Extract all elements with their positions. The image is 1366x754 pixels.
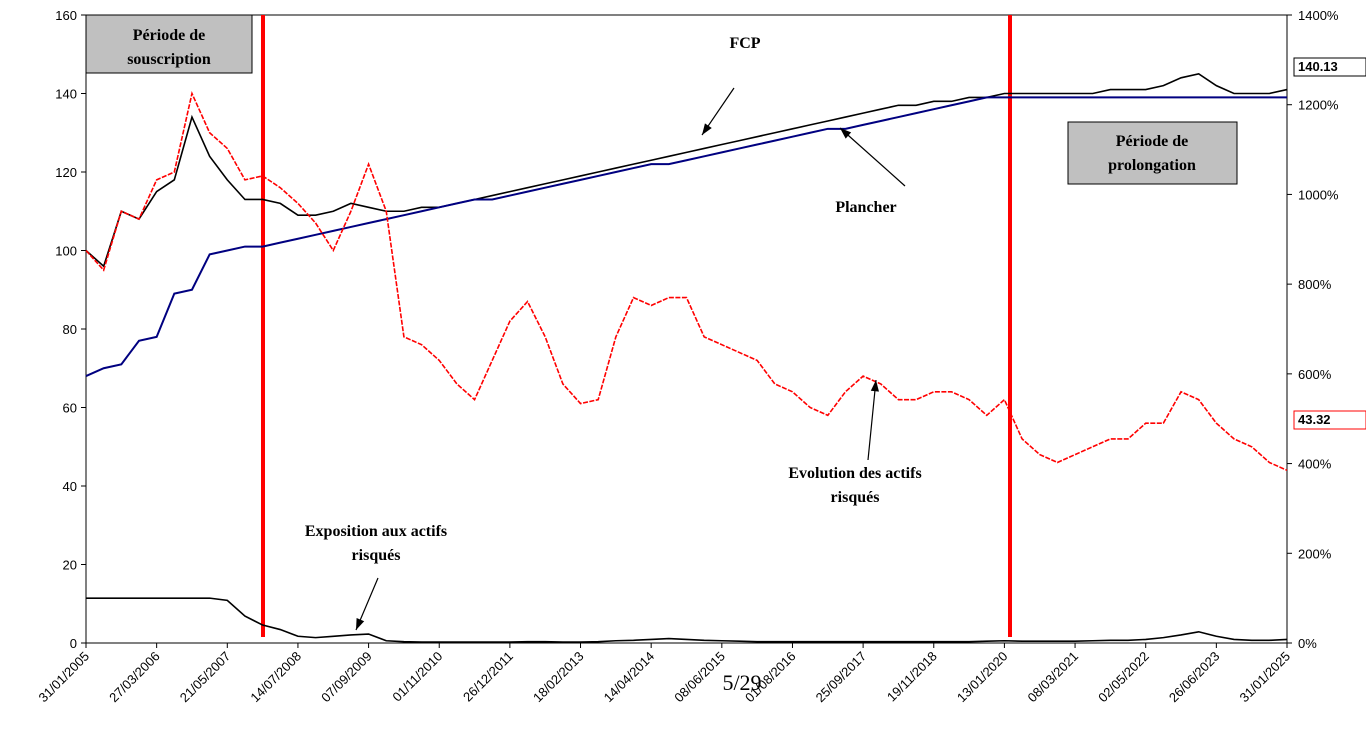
- annotation: FCP: [729, 35, 760, 52]
- y2-tick-label: 0%: [1298, 636, 1317, 651]
- x-tick-label: 13/01/2020: [954, 649, 1011, 706]
- annotation: Plancher: [835, 199, 896, 216]
- x-tick-label: 26/06/2023: [1166, 649, 1223, 706]
- arrow-head: [870, 380, 879, 392]
- y2-tick-label: 800%: [1298, 277, 1332, 292]
- y-tick-label: 60: [63, 401, 77, 416]
- x-tick-label: 25/09/2017: [813, 649, 870, 706]
- x-tick-label: 26/12/2011: [460, 649, 516, 705]
- x-tick-label: 14/04/2014: [601, 649, 658, 706]
- y2-tick-label: 200%: [1298, 546, 1332, 561]
- annotation: Exposition aux actifs: [305, 523, 447, 540]
- annotation-arrow: [867, 379, 877, 461]
- y2-tick-label: 1000%: [1298, 187, 1339, 202]
- end-label-box: [1293, 410, 1366, 430]
- x-tick-label: 01/11/2010: [389, 649, 445, 705]
- y-tick-label: 40: [63, 479, 77, 494]
- x-tick-label: 31/01/2005: [35, 649, 92, 706]
- series-line: [85, 73, 1288, 268]
- series-line: [85, 96, 1287, 378]
- end-label-box: [1293, 57, 1366, 77]
- annotation: Période de: [1116, 133, 1188, 150]
- arrow-head: [356, 618, 365, 630]
- y2-tick-label: 1400%: [1298, 8, 1339, 23]
- x-tick-label: 07/09/2009: [318, 649, 375, 706]
- y2-tick-label: 400%: [1298, 457, 1332, 472]
- end-label: 43.32: [1298, 412, 1331, 427]
- x-tick-label: 08/03/2021: [1025, 649, 1082, 706]
- y-tick-label: 100: [55, 244, 77, 259]
- y2-tick-label: 600%: [1298, 367, 1332, 382]
- annotation: prolongation: [1108, 157, 1196, 174]
- x-tick-label: 14/07/2008: [247, 649, 304, 706]
- annotation: souscription: [127, 51, 211, 68]
- x-tick-label: 08/06/2015: [671, 649, 728, 706]
- y-tick-label: 120: [55, 165, 77, 180]
- annotation: risqués: [831, 489, 880, 506]
- x-tick-label: 19/11/2018: [884, 649, 940, 705]
- annotation-arrow: [839, 127, 906, 187]
- end-label: 140.13: [1298, 59, 1338, 74]
- annotation: Période de: [133, 27, 205, 44]
- y-tick-label: 160: [55, 8, 77, 23]
- x-tick-label: 31/01/2025: [1236, 649, 1293, 706]
- y-tick-label: 80: [63, 322, 77, 337]
- annotation-box: [85, 14, 253, 74]
- page-number: 5/29: [722, 670, 761, 695]
- x-tick-label: 18/02/2013: [530, 649, 587, 706]
- annotation: Evolution des actifs: [788, 465, 921, 482]
- y-tick-label: 20: [63, 558, 77, 573]
- series-line: [86, 597, 1288, 643]
- annotation: risqués: [352, 547, 401, 564]
- y2-tick-label: 1200%: [1298, 98, 1339, 113]
- x-tick-label: 02/05/2022: [1095, 649, 1152, 706]
- series-line: [85, 90, 1288, 472]
- plot-area: [85, 14, 1288, 644]
- annotation-box: [1067, 121, 1238, 185]
- y-tick-label: 0: [70, 636, 77, 651]
- arrow-head: [840, 128, 852, 139]
- y-tick-label: 140: [55, 87, 77, 102]
- x-tick-label: 27/03/2006: [106, 649, 163, 706]
- x-tick-label: 21/05/2007: [177, 649, 234, 706]
- arrow-head: [702, 123, 712, 135]
